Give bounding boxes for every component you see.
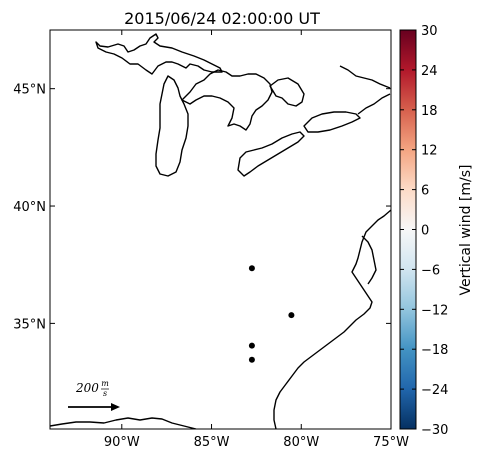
x-tick-label: 75°W xyxy=(373,435,409,450)
reference-arrow-unit-denominator: s xyxy=(103,389,107,398)
georgian-bay-outline xyxy=(269,77,305,107)
atlantic-coastline xyxy=(273,209,391,429)
colorbar-tick-label: 0 xyxy=(421,224,429,239)
lake-erie-outline xyxy=(237,131,305,177)
y-axis: 45°N 40°N 35°N xyxy=(13,83,391,332)
stations xyxy=(248,265,295,363)
map-title: 2015/06/24 02:00:00 UT xyxy=(124,9,320,28)
colorbar: 30 24 18 12 6 0 −6 −12 −18 −24 −30 Vertical wind [… xyxy=(399,24,474,438)
chesapeake-bay-outline xyxy=(361,235,377,285)
x-tick-label: 80°W xyxy=(283,435,319,450)
x-tick-label: 90°W xyxy=(104,435,140,450)
lake-huron-outline xyxy=(181,69,273,131)
colorbar-tick-label: −6 xyxy=(421,263,440,278)
colorbar-tick-label: −12 xyxy=(421,303,448,318)
station-marker xyxy=(248,356,255,363)
reference-arrow-group: 200 m s xyxy=(68,379,120,411)
colorbar-tick-label: −24 xyxy=(421,383,448,398)
x-tick-label: 85°W xyxy=(194,435,230,450)
lake-superior-outline xyxy=(95,33,223,75)
station-marker xyxy=(248,265,255,272)
coastlines xyxy=(50,33,391,429)
y-tick-label: 35°N xyxy=(13,317,46,332)
st-lawrence-outline xyxy=(339,65,391,89)
colorbar-tick-label: −18 xyxy=(421,343,448,358)
map-background xyxy=(50,30,391,429)
colorbar-tick-label: 24 xyxy=(421,64,438,79)
x-axis: 90°W 85°W 80°W 75°W xyxy=(104,30,409,450)
map-panel: 200 m s xyxy=(49,29,392,430)
station-marker xyxy=(248,342,255,349)
colorbar-tick-label: −30 xyxy=(421,423,448,438)
map-frame xyxy=(49,29,392,430)
y-tick-label: 45°N xyxy=(13,83,46,98)
colorbar-label: Vertical wind [m/s] xyxy=(458,165,474,296)
colorbar-tick-label: 6 xyxy=(421,184,429,199)
reference-arrow-value: 200 xyxy=(75,381,99,395)
st-lawrence-south-bank xyxy=(357,93,391,115)
reference-arrow-unit-numerator: m xyxy=(101,379,109,388)
lake-ontario-outline xyxy=(303,111,361,133)
colorbar-tick-label: 18 xyxy=(421,104,438,119)
y-tick-label: 40°N xyxy=(13,200,46,215)
colorbar-tick-label: 30 xyxy=(421,24,438,39)
colorbar-tick-label: 12 xyxy=(421,144,438,159)
station-marker xyxy=(288,312,295,319)
colorbar-ticks: 30 24 18 12 6 0 −6 −12 −18 −24 −30 xyxy=(400,24,448,438)
gulf-coastline xyxy=(50,417,197,429)
reference-arrow-head xyxy=(111,403,120,411)
